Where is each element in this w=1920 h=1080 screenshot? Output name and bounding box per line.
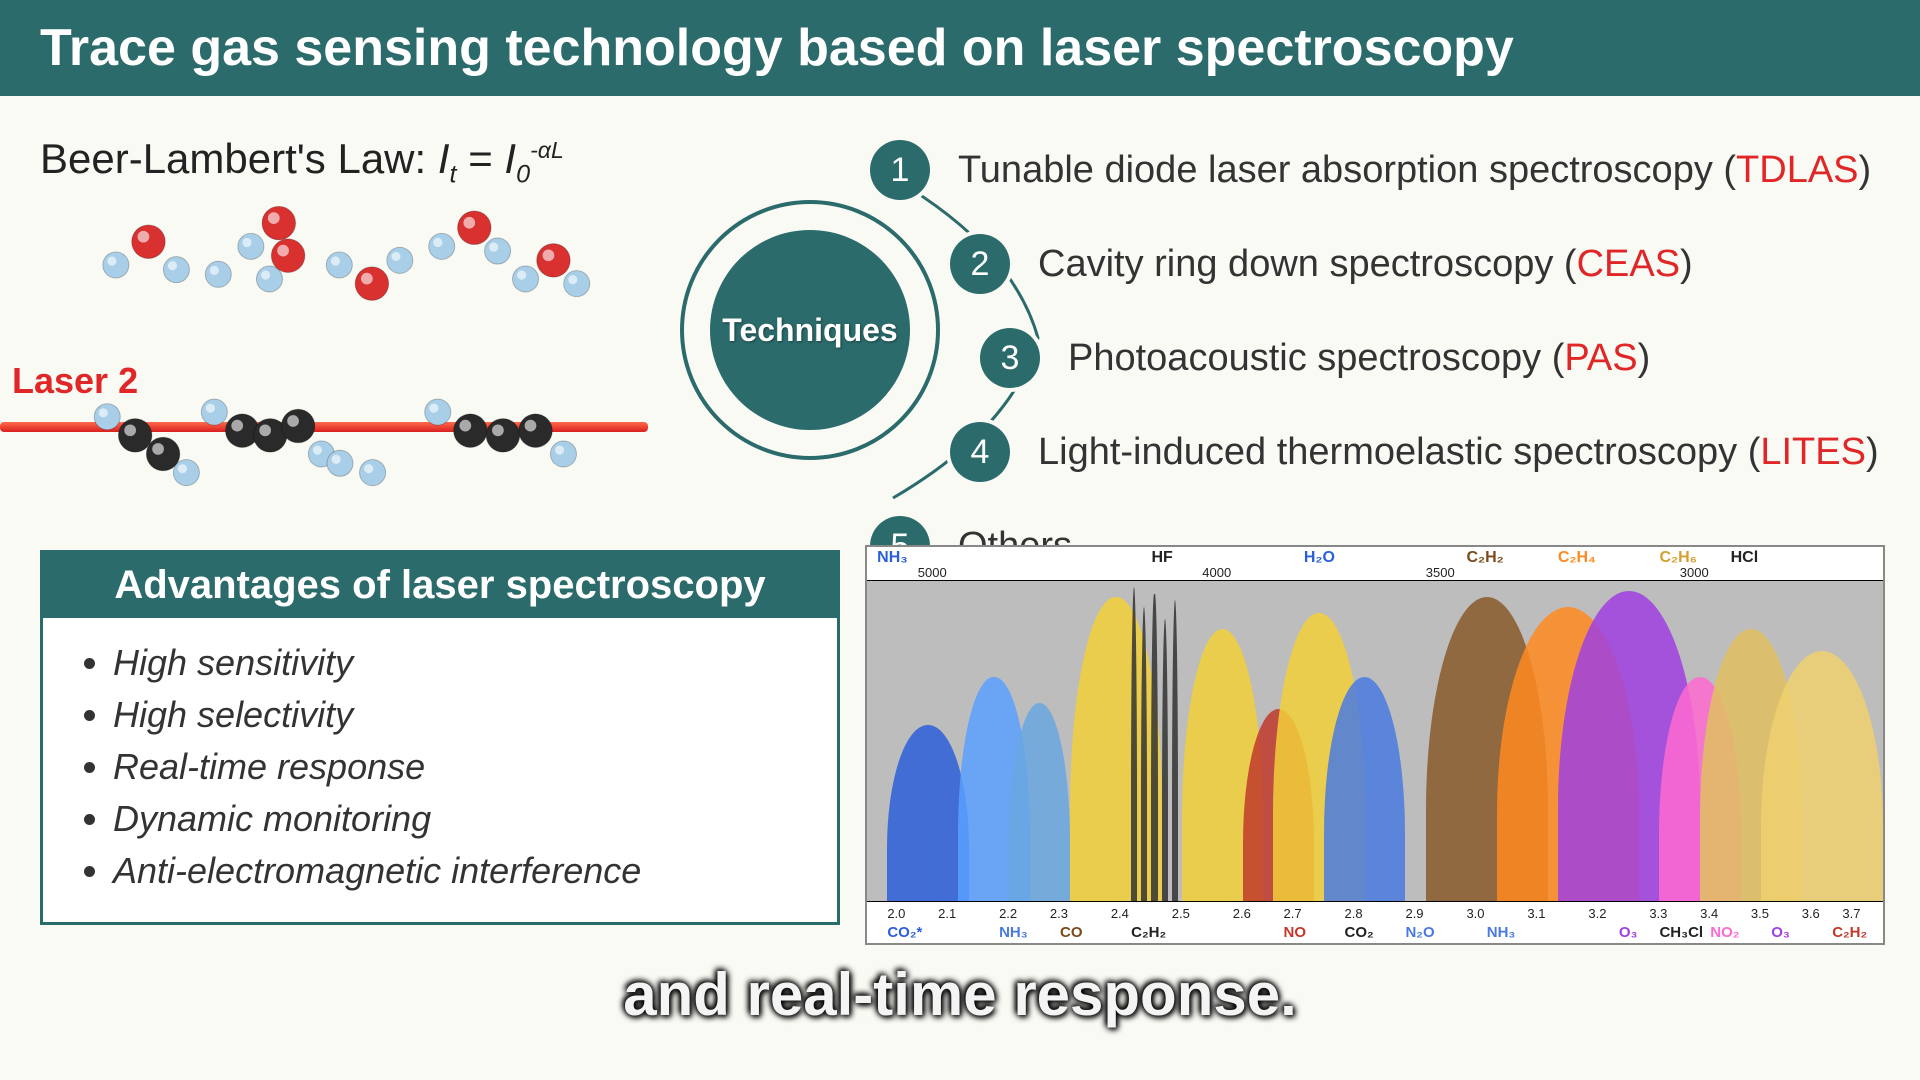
- advantage-item: High selectivity: [113, 694, 803, 736]
- formula-lhs-sym: I: [438, 135, 450, 182]
- tech-bubble-3: 3: [980, 328, 1040, 388]
- tech-item-3: 3 Photoacoustic spectroscopy (PAS): [980, 328, 1910, 388]
- beer-lambert-formula: Beer-Lambert's Law: It = I0-αL: [40, 135, 564, 189]
- tech-item-4: 4 Light-induced thermoelastic spectrosco…: [950, 422, 1910, 482]
- molecules-carbon-diagram: [70, 380, 610, 500]
- spectrum-bottom-axis: 2.02.12.22.32.42.52.62.72.82.93.03.13.23…: [867, 901, 1883, 945]
- formula-rhs-sym: I: [504, 135, 516, 182]
- tech-text-3: Photoacoustic spectroscopy (PAS): [1068, 337, 1650, 380]
- molecules-water-diagram: [60, 205, 600, 325]
- formula-prefix: Beer-Lambert's Law:: [40, 135, 438, 182]
- advantage-item: High sensitivity: [113, 642, 803, 684]
- slide-title: Trace gas sensing technology based on la…: [0, 0, 1920, 96]
- tech-text-1: Tunable diode laser absorption spectrosc…: [958, 149, 1871, 192]
- advantage-item: Dynamic monitoring: [113, 798, 803, 840]
- formula-eq: =: [468, 135, 504, 182]
- absorption-spectrum-chart: NH₃HFH₂OC₂H₂C₂H₄C₂H₆HCl5000400035003000 …: [865, 545, 1885, 945]
- advantages-box: Advantages of laser spectroscopy High se…: [40, 550, 840, 925]
- techniques-list: 1 Tunable diode laser absorption spectro…: [870, 140, 1910, 610]
- tech-bubble-1: 1: [870, 140, 930, 200]
- slide-root: Trace gas sensing technology based on la…: [0, 0, 1920, 1080]
- tech-bubble-4: 4: [950, 422, 1010, 482]
- tech-bubble-2: 2: [950, 234, 1010, 294]
- advantage-item: Anti-electromagnetic interference: [113, 850, 803, 892]
- tech-text-2: Cavity ring down spectroscopy (CEAS): [1038, 243, 1693, 286]
- video-caption: and real-time response.: [0, 960, 1920, 1029]
- tech-text-4: Light-induced thermoelastic spectroscopy…: [1038, 431, 1879, 474]
- advantages-heading: Advantages of laser spectroscopy: [43, 553, 837, 618]
- formula-rhs-sub: 0: [516, 160, 530, 188]
- tech-item-1: 1 Tunable diode laser absorption spectro…: [870, 140, 1910, 200]
- advantage-item: Real-time response: [113, 746, 803, 788]
- spectrum-top-axis: NH₃HFH₂OC₂H₂C₂H₄C₂H₆HCl5000400035003000: [867, 547, 1883, 581]
- formula-lhs-sub: t: [450, 160, 457, 188]
- spectrum-plot-area: [867, 581, 1883, 901]
- advantages-list: High sensitivity High selectivity Real-t…: [43, 618, 837, 922]
- formula-rhs-sup: -αL: [530, 137, 564, 163]
- tech-item-2: 2 Cavity ring down spectroscopy (CEAS): [950, 234, 1910, 294]
